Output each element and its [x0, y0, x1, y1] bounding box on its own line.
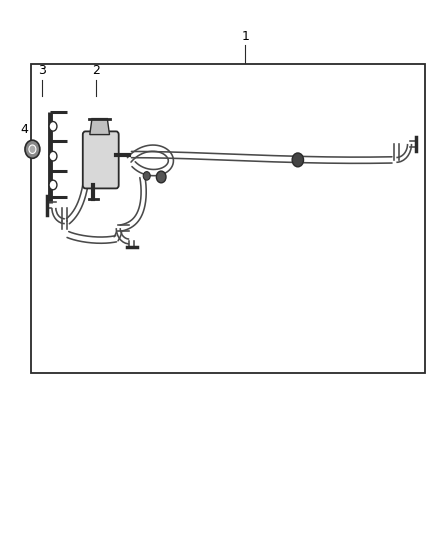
Polygon shape	[90, 119, 110, 135]
Circle shape	[49, 151, 57, 161]
Circle shape	[25, 140, 40, 158]
Text: 3: 3	[38, 64, 46, 77]
Circle shape	[49, 122, 57, 131]
Text: 1: 1	[241, 30, 249, 43]
Circle shape	[29, 145, 36, 154]
Circle shape	[143, 172, 150, 180]
Text: 2: 2	[92, 64, 100, 77]
Bar	[31, 64, 425, 373]
Circle shape	[292, 153, 304, 167]
FancyBboxPatch shape	[83, 132, 119, 189]
Circle shape	[156, 171, 166, 183]
Text: 4: 4	[20, 123, 28, 136]
Circle shape	[49, 180, 57, 190]
